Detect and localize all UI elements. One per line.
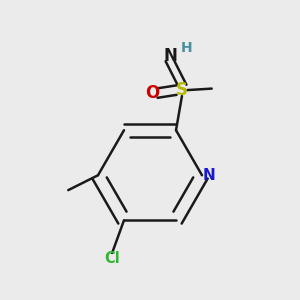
- Text: O: O: [145, 84, 159, 102]
- Text: S: S: [176, 81, 188, 99]
- Text: N: N: [203, 168, 216, 183]
- Text: H: H: [181, 41, 192, 56]
- Text: Cl: Cl: [104, 251, 120, 266]
- Text: N: N: [163, 47, 177, 65]
